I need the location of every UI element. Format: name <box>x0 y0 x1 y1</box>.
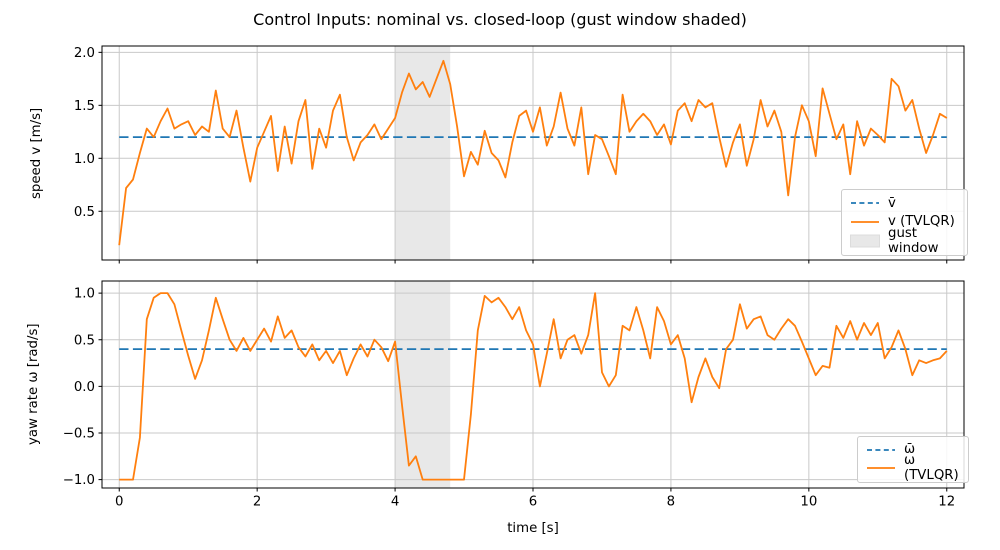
yawrate-tvlqr-line <box>119 292 948 481</box>
gust-window-shade <box>395 281 451 488</box>
x-tick-label: 10 <box>800 495 817 510</box>
x-tick-label: 8 <box>667 495 675 510</box>
y-tick-label: 1.0 <box>74 152 95 167</box>
gust-window-shade <box>395 46 451 260</box>
x-tick-label: 0 <box>115 495 123 510</box>
chart-title: Control Inputs: nominal vs. closed-loop … <box>253 10 747 29</box>
y-tick-label: 0.5 <box>74 333 95 348</box>
solid-line-sample-icon <box>867 467 895 469</box>
legend-label: ω̄ <box>904 442 916 457</box>
legend-label: ω (TVLQR) <box>904 453 959 483</box>
top-y-axis-label: speed v [m/s] <box>29 107 44 199</box>
bottom-subplot: 0 2 4 6 8 10 12 −1.0 −0.5 0.0 0.5 1.0 <box>63 280 965 510</box>
y-tick-label: −1.0 <box>63 473 95 488</box>
y-tick-label: −0.5 <box>63 427 95 442</box>
top-legend: v̄ v (TVLQR) gust window <box>841 189 968 256</box>
x-tick-label: 6 <box>529 495 537 510</box>
y-tick-label: 2.0 <box>74 46 95 61</box>
legend-row-yawrate-tvlqr: ω (TVLQR) <box>866 453 960 483</box>
legend-row-nominal-yawrate: ω̄ <box>866 441 960 458</box>
x-tick-label: 12 <box>938 495 955 510</box>
y-tick-label: 0.5 <box>74 205 95 220</box>
x-tick-label: 4 <box>391 495 399 510</box>
legend-row-nominal-speed: v̄ <box>850 194 959 213</box>
legend-label: v (TVLQR) <box>888 214 955 230</box>
legend-row-gust-window: gust window <box>850 226 959 256</box>
legend-row-speed-tvlqr: v (TVLQR) <box>850 213 959 232</box>
dashed-line-sample-icon <box>851 202 879 205</box>
x-axis-label: time [s] <box>507 521 559 536</box>
bottom-legend: ω̄ ω (TVLQR) <box>857 436 969 483</box>
legend-label: v̄ <box>888 195 896 211</box>
top-subplot: 0.5 1.0 1.5 2.0 <box>74 45 965 264</box>
x-tick-label: 2 <box>253 495 261 510</box>
y-tick-label: 0.0 <box>74 380 95 395</box>
speed-tvlqr-line <box>118 59 948 246</box>
y-tick-label: 1.5 <box>74 99 95 114</box>
bottom-y-axis-label: yaw rate ω [rad/s] <box>26 323 41 446</box>
dashed-line-sample-icon <box>867 448 895 451</box>
solid-line-sample-icon <box>851 220 879 223</box>
y-tick-label: 1.0 <box>74 287 95 302</box>
gust-patch-sample-icon <box>850 234 880 248</box>
legend-label: gust window <box>888 226 939 256</box>
